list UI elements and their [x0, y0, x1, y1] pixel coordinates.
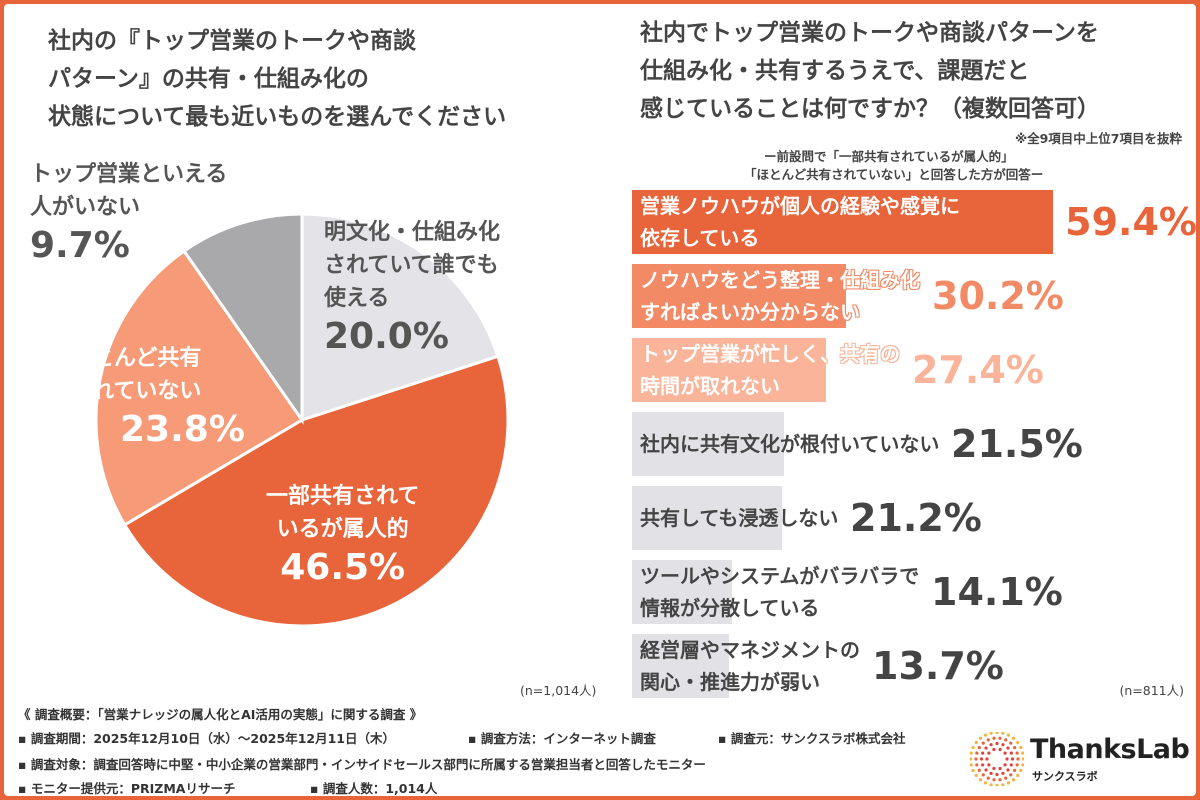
pie-sample-size: (n=1,014人): [520, 683, 597, 698]
pie-slice-1: [122, 354, 510, 628]
bar-value: 21.5%: [951, 422, 1083, 466]
infographic: 社内の『トップ営業のトークや商談 パターン』の共有・仕組み化の 状態について最も…: [4, 4, 1197, 796]
bar-note: ※全9項目中上位7項目を抜粋: [1014, 131, 1182, 146]
bar-subtitle-1: ー前設問で「一部共有されているが属人的」: [764, 149, 1014, 164]
bar-value: 27.4%: [912, 348, 1044, 392]
thankslab-logo: ThanksLab サンクスラボ: [970, 730, 1190, 790]
bar-label: 経営層やマネジメントの 関心・推進力が弱い: [640, 638, 860, 694]
pie-slice-3: [181, 212, 304, 425]
footer-count: ▪ 調査人数：1,014人: [310, 781, 438, 796]
footer-method: ▪ 調査方法：インターネット調査: [468, 731, 656, 746]
right-title: 社内でトップ営業のトークや商談パターンを 仕組み化・共有するうえで、課題だと 感…: [640, 20, 1100, 122]
bar-value: 30.2%: [932, 274, 1064, 318]
bar-label: ノウハウをどう整理・仕組み化 すればよいか分からない: [640, 268, 920, 324]
bar-label: 社内に共有文化が根付いていない: [640, 432, 940, 456]
footer-provider: ▪ モニター提供元：PRIZMAリサーチ: [18, 781, 236, 796]
bar-label: ツールやシステムがバラバラで 情報が分散している: [640, 564, 920, 620]
bar-3: [632, 412, 785, 476]
left-title: 社内の『トップ営業のトークや商談 パターン』の共有・仕組み化の 状態について最も…: [48, 28, 507, 130]
pie-slice-2: [94, 249, 305, 527]
bar-4: [632, 486, 783, 550]
footer-source: ▪ 調査元：サンクスラボ株式会社: [718, 731, 906, 746]
bar-sample-size: (n=811人): [1119, 683, 1184, 698]
footer-target: ▪ 調査対象：調査回答時に中堅・中小企業の営業部門・インサイドセールス部門に所属…: [18, 757, 706, 772]
footer-period: ▪ 調査期間：2025年12月10日（水）～2025年12月11日（木）: [18, 731, 395, 746]
pie-label-0: 明文化・仕組み化 されていて誰でも 使える 20.0%: [324, 220, 501, 357]
bar-subtitle-2: 「ほとんど共有されていない」と回答した方が回答ー: [744, 167, 1044, 182]
logo-mark-icon: [970, 732, 1024, 786]
bar-1: [632, 264, 847, 328]
bar-value: 13.7%: [872, 644, 1004, 688]
bar-5: [632, 560, 732, 624]
pie-label-2: ほとんど共有 されていない 23.8%: [70, 346, 245, 450]
bar-label: トップ営業が忙しく、共有の 時間が取れない: [640, 342, 900, 398]
footer-overview: 《 調査概要：「営業ナレッジの属人化とAI活用の実態」に関する調査 》: [18, 707, 423, 722]
bar-value: 59.4%: [1065, 200, 1197, 244]
pie-chart: [94, 212, 510, 628]
bar-2: [632, 338, 827, 402]
bar-value: 21.2%: [850, 496, 982, 540]
pie-label-3: トップ営業といえる 人がいない 9.7%: [30, 162, 228, 266]
bar-label: 共有しても浸透しない: [640, 506, 839, 530]
bar-value: 14.1%: [931, 570, 1063, 614]
bar-label: 営業ノウハウが個人の経験や感覚に 依存している: [640, 194, 960, 250]
bar-6: [632, 634, 730, 698]
pie-label-1: 一部共有されて いるが属人的 46.5%: [266, 484, 420, 588]
pie-slice-0: [300, 212, 500, 423]
bar-0: [632, 190, 1054, 254]
